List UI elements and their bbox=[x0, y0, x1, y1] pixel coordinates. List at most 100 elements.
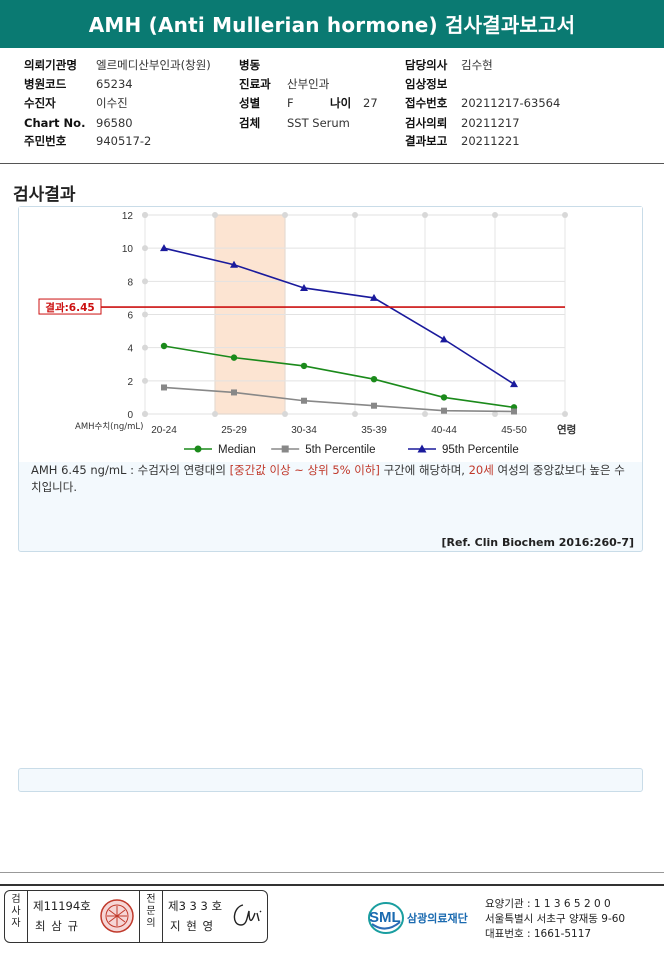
x-grid-dot bbox=[492, 411, 498, 417]
y-grid-dot bbox=[142, 212, 148, 218]
data-point-median bbox=[370, 375, 378, 383]
dept-value: 산부인과 bbox=[287, 77, 330, 91]
age-label: 나이 bbox=[330, 96, 352, 110]
data-point-95th-percentile bbox=[230, 260, 238, 268]
report-date-value: 20211221 bbox=[461, 134, 520, 148]
y-grid-dot bbox=[142, 245, 148, 252]
sex-label: 성별 bbox=[239, 96, 261, 110]
data-point-median bbox=[440, 394, 448, 401]
x-tick-label: 45-50 bbox=[501, 425, 527, 436]
data-point-95th-percentile bbox=[300, 283, 308, 291]
report-title: AMH (Anti Mullerian hormone) 검사결과보고서 bbox=[0, 0, 664, 48]
id-value: 940517-2 bbox=[96, 134, 152, 148]
y-tick-label: 10 bbox=[122, 244, 134, 255]
interp-part3: 여성의 중앙값보다 높은 수치입니다. bbox=[31, 463, 625, 494]
doctor-value: 김수현 bbox=[461, 58, 493, 72]
data-point-5th-percentile bbox=[511, 408, 517, 415]
series-line-5th-percentile bbox=[163, 386, 515, 413]
patient-label: 수진자 bbox=[24, 96, 56, 110]
age-value: 27 bbox=[363, 96, 378, 110]
interp-age: 20세 bbox=[468, 463, 494, 477]
org-info: 요양기관 : 1 1 3 6 5 2 0 0 서울특별시 서초구 양재동 9-6… bbox=[485, 897, 625, 942]
legend-marker-5th-percentile bbox=[281, 445, 289, 453]
amh-chart: 0 2 4 6 8 10 12 20-24 25-29 30-34 35-39 40-44 45-50 연… bbox=[38, 211, 576, 456]
ward-label: 병동 bbox=[239, 58, 261, 72]
sml-logo-icon: SML 삼광의료재단 bbox=[368, 902, 468, 934]
x-grid-dot bbox=[562, 411, 568, 417]
x-grid-dot bbox=[422, 411, 428, 417]
data-point-95th-percentile bbox=[160, 244, 168, 252]
tester-name: 최 삼 규 bbox=[35, 919, 80, 933]
signature-icon bbox=[233, 904, 262, 926]
x-axis-label: 연령 bbox=[557, 423, 576, 436]
doctor-label: 담당의사 bbox=[405, 58, 448, 72]
chart-area: 0 2 4 6 8 10 12 20-24 25-29 30-34 35-39 40-44 45-50 연… bbox=[19, 207, 642, 462]
specimen-label: 검체 bbox=[239, 116, 261, 130]
x-grid-dot bbox=[282, 411, 288, 417]
org-logo: SML 삼광의료재단 bbox=[366, 896, 484, 940]
footer-divider bbox=[0, 872, 664, 873]
y-tick-label: 0 bbox=[127, 410, 133, 421]
legend-label-median: Median bbox=[218, 444, 256, 456]
interp-range: [중간값 이상 ~ 상위 5% 이하] bbox=[229, 463, 380, 477]
org-name: 삼광의료재단 bbox=[407, 911, 468, 925]
x-tick-label: 40-44 bbox=[431, 425, 457, 436]
org-abbr: SML bbox=[369, 909, 401, 926]
y-grid-dot bbox=[142, 344, 148, 351]
dept-label: 진료과 bbox=[239, 77, 271, 91]
data-point-95th-percentile bbox=[510, 380, 518, 388]
y-tick-label: 12 bbox=[122, 211, 134, 222]
x-tick-label: 30-34 bbox=[291, 425, 317, 436]
y-axis-label: AMH수치(ng/mL) bbox=[75, 422, 143, 432]
chart-no-value: 96580 bbox=[96, 116, 133, 130]
interpretation-text: AMH 6.45 ng/mL : 수검자의 연령대의 [중간값 이상 ~ 상위 … bbox=[31, 462, 631, 496]
accession-value: 20211217-63564 bbox=[461, 96, 561, 110]
x-grid-dot bbox=[212, 411, 218, 417]
legend-marker-95th-percentile bbox=[417, 444, 427, 453]
y-tick-label: 8 bbox=[127, 277, 133, 288]
result-label: 결과:6.45 bbox=[45, 301, 94, 314]
reference-citation: [Ref. Clin Biochem 2016:260-7] bbox=[441, 536, 634, 549]
data-point-median bbox=[160, 342, 168, 350]
series-line-median bbox=[163, 345, 515, 409]
series-line-95th-percentile bbox=[163, 247, 515, 385]
interp-part1: AMH 6.45 ng/mL : 수검자의 연령대의 bbox=[31, 463, 230, 477]
accession-label: 접수번호 bbox=[405, 96, 448, 110]
x-grid-dot bbox=[352, 212, 358, 218]
request-label: 검사의뢰 bbox=[405, 116, 448, 130]
data-point-median bbox=[230, 354, 238, 361]
hospital-label: 의뢰기관명 bbox=[24, 58, 77, 72]
clinical-label: 임상정보 bbox=[405, 77, 448, 91]
patient-value: 이수진 bbox=[96, 96, 128, 110]
legend-label-95th-percentile: 95th Percentile bbox=[442, 444, 519, 456]
result-panel: 0 2 4 6 8 10 12 20-24 25-29 30-34 35-39 40-44 45-50 연… bbox=[18, 206, 643, 552]
legend-label-5th-percentile: 5th Percentile bbox=[305, 444, 375, 456]
data-point-95th-percentile bbox=[370, 293, 378, 301]
hospital-value: 엘르메디산부인과(창원) bbox=[96, 58, 211, 72]
id-label: 주민번호 bbox=[24, 134, 67, 148]
footer-divider-thick bbox=[0, 884, 664, 886]
y-grid-dot bbox=[142, 278, 148, 285]
data-point-5th-percentile bbox=[441, 407, 447, 414]
chart-no-label: Chart No. bbox=[24, 116, 86, 130]
data-point-95th-percentile bbox=[440, 335, 448, 343]
code-value: 65234 bbox=[96, 77, 133, 91]
x-grid-dot bbox=[492, 212, 498, 218]
legend-marker-median bbox=[194, 445, 202, 453]
org-address: 서울특별시 서초구 양재동 9-60 bbox=[485, 913, 626, 925]
specimen-value: SST Serum bbox=[287, 116, 350, 130]
divider bbox=[162, 891, 163, 942]
patient-info-panel: 의뢰기관명 엘르메디산부인과(창원) 병원코드 65234 수진자 이수진 Ch… bbox=[0, 52, 664, 164]
y-tick-label: 4 bbox=[127, 344, 133, 355]
interp-part2: 구간에 해당하며, bbox=[379, 463, 469, 477]
institution-code: 요양기관 : 1 1 3 6 5 2 0 0 bbox=[485, 898, 611, 910]
y-grid-dot bbox=[142, 411, 148, 417]
comment-box bbox=[18, 768, 643, 792]
request-value: 20211217 bbox=[461, 116, 520, 130]
data-point-median bbox=[300, 362, 308, 370]
divider bbox=[27, 891, 28, 942]
data-point-5th-percentile bbox=[371, 402, 377, 409]
